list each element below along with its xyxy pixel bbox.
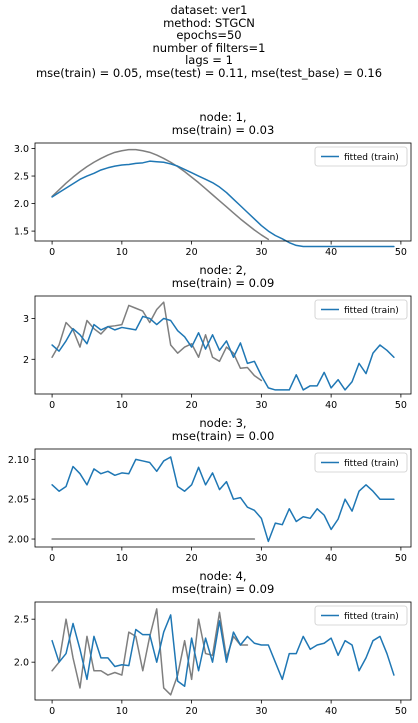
axes-frame [34, 448, 412, 548]
x-tick-label: 40 [325, 706, 337, 717]
x-tick-label: 50 [395, 400, 407, 411]
x-tick-label: 10 [116, 706, 128, 717]
subplot-node-1: node: 1,mse(train) = 0.03 0 10 20 30 40 50 1.5 2… [14, 110, 412, 258]
x-tick-label: 20 [186, 706, 198, 717]
x-tick-label: 0 [49, 706, 55, 717]
x-tick-label: 20 [186, 400, 198, 411]
x-tick-label: 50 [395, 553, 407, 564]
legend: fitted (train) [314, 605, 408, 626]
observed-series-line [51, 148, 270, 241]
axes-frame [34, 295, 412, 395]
x-tick-label: 30 [255, 400, 267, 411]
subplot-title-line: mse(train) = 0.00 [172, 429, 275, 443]
y-tick-label: 1.5 [14, 227, 29, 238]
legend: fitted (train) [314, 299, 408, 320]
x-tick-label: 10 [116, 553, 128, 564]
title-line-lags: lags = 1 [185, 53, 233, 67]
title-line-method: method: STGCN [163, 15, 255, 30]
legend: fitted (train) [314, 146, 408, 167]
x-tick-label: 40 [325, 400, 337, 411]
x-tick-label: 0 [49, 247, 55, 258]
y-tick-label: 3.0 [14, 144, 29, 155]
legend: fitted (train) [314, 452, 408, 473]
x-tick-label: 30 [255, 706, 267, 717]
observed-series-line [51, 608, 249, 696]
y-tick-label: 2.5 [14, 615, 29, 626]
x-tick-label: 30 [255, 553, 267, 564]
y-tick-label: 2.0 [14, 658, 29, 669]
x-tick-label: 40 [325, 553, 337, 564]
y-tick-label: 3 [23, 314, 29, 325]
subplot-node-4: node: 4,mse(train) = 0.09 0 10 20 30 40 50 2.0 2… [14, 569, 412, 717]
title-line-filters: number of filters=1 [152, 40, 266, 55]
subplot-title-line: mse(train) = 0.09 [172, 276, 275, 290]
legend-label-fitted: fitted (train) [344, 306, 399, 316]
y-tick-label: 2.0 [14, 199, 29, 210]
fitted-series-line [51, 160, 395, 248]
fitted-series-line [51, 315, 395, 391]
y-tick-label: 2.05 [8, 495, 29, 506]
figure-title: dataset: ver1 method: STGCN epochs=50 nu… [0, 4, 418, 79]
subplot-title-line: node: 3, [199, 416, 246, 430]
x-tick-label: 50 [395, 247, 407, 258]
axes-frame [34, 142, 412, 242]
legend-box [314, 452, 408, 473]
observed-series-line [51, 301, 263, 382]
subplot-title-line: mse(train) = 0.03 [172, 123, 275, 137]
legend-label-fitted: fitted (train) [344, 612, 399, 622]
fitted-series-line [51, 614, 395, 687]
fitted-series-line [51, 456, 395, 543]
y-tick-label: 2.00 [8, 535, 29, 546]
subplot-title-line: node: 1, [199, 110, 246, 124]
y-tick-label: 2.5 [14, 172, 29, 183]
title-line-dataset: dataset: ver1 [170, 3, 248, 17]
x-tick-label: 20 [186, 247, 198, 258]
x-tick-label: 10 [116, 400, 128, 411]
subplot-title-line: node: 4, [199, 569, 246, 583]
legend-label-fitted: fitted (train) [344, 153, 399, 163]
legend-box [314, 299, 408, 320]
legend-label-fitted: fitted (train) [344, 459, 399, 469]
x-tick-label: 40 [325, 247, 337, 258]
subplot-title-line: node: 2, [199, 263, 246, 277]
subplot-node-3: node: 3,mse(train) = 0.00 0 10 20 30 40 50 2.00… [8, 416, 412, 564]
title-line-mse: mse(train) = 0.05, mse(test) = 0.11, mse… [35, 65, 383, 80]
legend-box [314, 146, 408, 167]
x-tick-label: 10 [116, 247, 128, 258]
x-tick-label: 0 [49, 553, 55, 564]
axes-frame [34, 601, 412, 701]
y-tick-label: 2 [23, 355, 29, 366]
legend-box [314, 605, 408, 626]
x-tick-label: 50 [395, 706, 407, 717]
subplot-node-2: node: 2,mse(train) = 0.09 0 10 20 30 40 50 2 3 fi… [23, 263, 412, 411]
x-tick-label: 30 [255, 247, 267, 258]
title-line-epochs: epochs=50 [176, 28, 242, 42]
y-tick-label: 2.10 [8, 455, 29, 466]
subplot-title-line: mse(train) = 0.09 [172, 582, 275, 596]
x-tick-label: 0 [49, 400, 55, 411]
x-tick-label: 20 [186, 553, 198, 564]
